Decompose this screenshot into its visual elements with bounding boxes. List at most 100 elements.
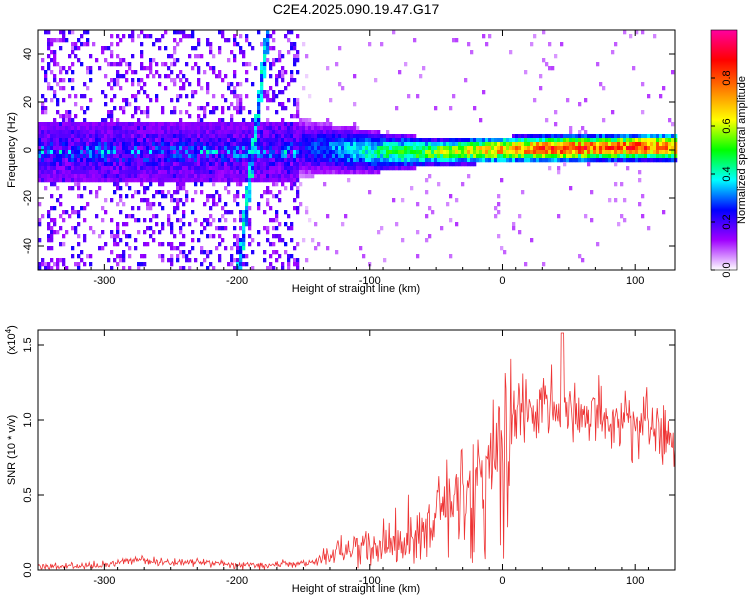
spectrogram-cell xyxy=(545,150,549,155)
spectrogram-cell xyxy=(521,150,525,155)
spectrogram-cell xyxy=(191,150,195,155)
spectrogram-cell xyxy=(401,166,405,171)
spectrogram-cell xyxy=(350,162,354,167)
spectrogram-cell xyxy=(74,178,78,183)
spectrogram-cell xyxy=(242,118,246,123)
spectrogram-cell xyxy=(284,146,288,151)
spectrogram-cell xyxy=(164,170,168,175)
spectrogram-cell xyxy=(218,158,222,163)
spectrogram-cell xyxy=(158,134,162,139)
spectrogram-cell xyxy=(161,158,165,163)
spectrogram-cell xyxy=(176,42,180,47)
spectrogram-cell xyxy=(467,142,471,147)
spectrogram-cell xyxy=(56,154,60,159)
colorbar-tick-label: 0.0 xyxy=(721,262,733,277)
spectrogram-cell xyxy=(110,110,114,115)
spectrogram-cell xyxy=(128,122,132,127)
spectrogram-cell xyxy=(173,46,177,51)
spectrogram-cell xyxy=(68,78,72,83)
spectrogram-cell xyxy=(185,174,189,179)
spectrogram-cell xyxy=(254,122,258,127)
spectrogram-cell xyxy=(191,126,195,131)
x-tick-label: 0 xyxy=(499,275,505,287)
spectrogram-cell xyxy=(425,238,429,243)
spectrogram-cell xyxy=(284,134,288,139)
spectrogram-cell xyxy=(350,166,354,171)
spectrogram-cell xyxy=(182,138,186,143)
spectrogram-cell xyxy=(194,150,198,155)
spectrogram-cell xyxy=(152,58,156,63)
spectrogram-cell xyxy=(161,170,165,175)
spectrogram-cell xyxy=(125,182,129,187)
spectrogram-cell xyxy=(317,158,321,163)
spectrogram-cell xyxy=(92,142,96,147)
spectrogram-cell xyxy=(326,170,330,175)
spectrogram-cell xyxy=(662,154,666,159)
spectrogram-cell xyxy=(350,138,354,143)
spectrogram-cell xyxy=(86,86,90,91)
spectrogram-cell xyxy=(62,178,66,183)
spectrogram-cell xyxy=(104,126,108,131)
spectrogram-cell xyxy=(386,154,390,159)
spectrogram-cell xyxy=(143,218,147,223)
spectrogram-cell xyxy=(275,122,279,127)
spectrogram-cell xyxy=(65,110,69,115)
spectrogram-cell xyxy=(239,82,243,87)
spectrogram-cell xyxy=(659,138,663,143)
spectrogram-cell xyxy=(515,150,519,155)
spectrogram-cell xyxy=(353,170,357,175)
spectrogram-cell xyxy=(596,62,600,67)
spectrogram-cell xyxy=(290,78,294,83)
spectrogram-cell xyxy=(197,66,201,71)
spectrogram-cell xyxy=(197,238,201,243)
spectrogram-cell xyxy=(404,142,408,147)
spectrogram-cell xyxy=(47,82,51,87)
spectrogram-cell xyxy=(266,154,270,159)
spectrogram-cell xyxy=(239,262,243,267)
spectrogram-cell xyxy=(404,150,408,155)
spectrogram-cell xyxy=(236,150,240,155)
spectrogram-cell xyxy=(413,158,417,163)
spectrogram-cell xyxy=(542,262,546,267)
spectrogram-cell xyxy=(110,126,114,131)
spectrogram-cell xyxy=(443,138,447,143)
spectrogram-cell xyxy=(74,162,78,167)
spectrogram-cell xyxy=(191,138,195,143)
spectrogram-cell xyxy=(296,258,300,263)
spectrogram-cell xyxy=(296,102,300,107)
spectrogram-cell xyxy=(608,158,612,163)
spectrogram-cell xyxy=(200,134,204,139)
spectrogram-cell xyxy=(83,178,87,183)
spectrogram-cell xyxy=(161,166,165,171)
spectrogram-cell xyxy=(545,138,549,143)
spectrogram-cell xyxy=(347,138,351,143)
chart-title: C2E4.2025.090.19.47.G17 xyxy=(273,1,440,17)
spectrogram-cell xyxy=(152,146,156,151)
spectrogram-cell xyxy=(233,58,237,63)
spectrogram-cell xyxy=(314,126,318,131)
spectrogram-cell xyxy=(593,146,597,151)
spectrogram-cell xyxy=(164,126,168,131)
spectrogram-cell xyxy=(236,170,240,175)
spectrogram-cell xyxy=(452,146,456,151)
spectrogram-cell xyxy=(473,150,477,155)
spectrogram-cell xyxy=(104,142,108,147)
spectrogram-cell xyxy=(50,138,54,143)
spectrogram-cell xyxy=(89,174,93,179)
spectrogram-cell xyxy=(296,50,300,55)
spectrogram-cell xyxy=(185,190,189,195)
spectrogram-cell xyxy=(62,86,66,91)
spectrogram-cell xyxy=(89,226,93,231)
spectrogram-cell xyxy=(128,174,132,179)
spectrogram-cell xyxy=(44,30,48,35)
spectrogram-cell xyxy=(407,146,411,151)
snr-plot-area xyxy=(38,330,675,570)
spectrogram-cell xyxy=(398,146,402,151)
spectrogram-cell xyxy=(395,158,399,163)
spectrogram-cell xyxy=(311,134,315,139)
spectrogram-cell xyxy=(101,170,105,175)
spectrogram-cell xyxy=(353,142,357,147)
spectrogram-cell xyxy=(428,142,432,147)
spectrogram-cell xyxy=(263,122,267,127)
spectrogram-cell xyxy=(134,166,138,171)
